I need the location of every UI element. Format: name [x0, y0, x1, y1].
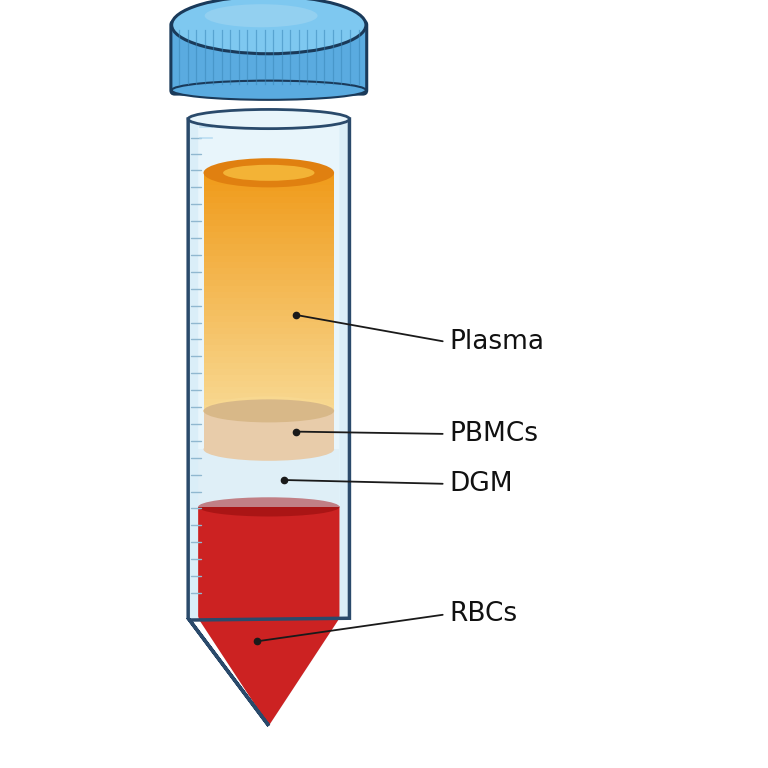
Text: RBCs: RBCs — [449, 601, 518, 627]
Polygon shape — [188, 119, 198, 618]
Polygon shape — [198, 119, 339, 726]
Polygon shape — [204, 328, 334, 333]
FancyBboxPatch shape — [170, 22, 366, 94]
Polygon shape — [204, 197, 334, 203]
Polygon shape — [204, 369, 334, 375]
Polygon shape — [204, 298, 334, 303]
Polygon shape — [204, 357, 334, 363]
Polygon shape — [204, 184, 334, 190]
Ellipse shape — [204, 438, 334, 461]
Polygon shape — [339, 119, 349, 618]
Polygon shape — [198, 449, 339, 507]
Polygon shape — [204, 393, 334, 399]
Polygon shape — [204, 190, 334, 197]
Polygon shape — [204, 262, 334, 268]
Ellipse shape — [171, 0, 366, 54]
Polygon shape — [204, 244, 334, 250]
Polygon shape — [204, 286, 334, 292]
Polygon shape — [204, 405, 334, 411]
Polygon shape — [204, 381, 334, 387]
Polygon shape — [204, 208, 334, 214]
Polygon shape — [204, 411, 334, 449]
Ellipse shape — [204, 396, 334, 425]
Polygon shape — [204, 274, 334, 280]
Polygon shape — [204, 214, 334, 220]
Ellipse shape — [198, 498, 339, 516]
Polygon shape — [204, 268, 334, 274]
Polygon shape — [204, 250, 334, 256]
Polygon shape — [204, 227, 334, 232]
Polygon shape — [204, 363, 334, 369]
Polygon shape — [204, 220, 334, 227]
Polygon shape — [198, 119, 339, 726]
Ellipse shape — [204, 399, 334, 422]
Polygon shape — [204, 322, 334, 328]
Polygon shape — [204, 179, 334, 184]
Polygon shape — [204, 173, 334, 179]
Polygon shape — [204, 238, 334, 244]
Ellipse shape — [223, 165, 314, 180]
Ellipse shape — [171, 81, 366, 100]
Polygon shape — [204, 339, 334, 346]
Polygon shape — [204, 256, 334, 262]
Polygon shape — [204, 333, 334, 339]
Polygon shape — [204, 346, 334, 352]
Polygon shape — [204, 375, 334, 381]
Polygon shape — [204, 387, 334, 393]
Polygon shape — [204, 203, 334, 208]
Ellipse shape — [188, 109, 349, 128]
Polygon shape — [204, 280, 334, 286]
Polygon shape — [204, 232, 334, 238]
Polygon shape — [198, 507, 339, 726]
Text: Plasma: Plasma — [449, 329, 545, 355]
Polygon shape — [204, 316, 334, 322]
Polygon shape — [204, 310, 334, 316]
Ellipse shape — [204, 158, 334, 187]
Polygon shape — [204, 399, 334, 405]
Text: PBMCs: PBMCs — [449, 421, 538, 447]
Polygon shape — [188, 119, 349, 726]
Polygon shape — [204, 292, 334, 298]
Ellipse shape — [204, 4, 318, 27]
Polygon shape — [204, 352, 334, 357]
Text: DGM: DGM — [449, 471, 513, 497]
Polygon shape — [204, 303, 334, 310]
